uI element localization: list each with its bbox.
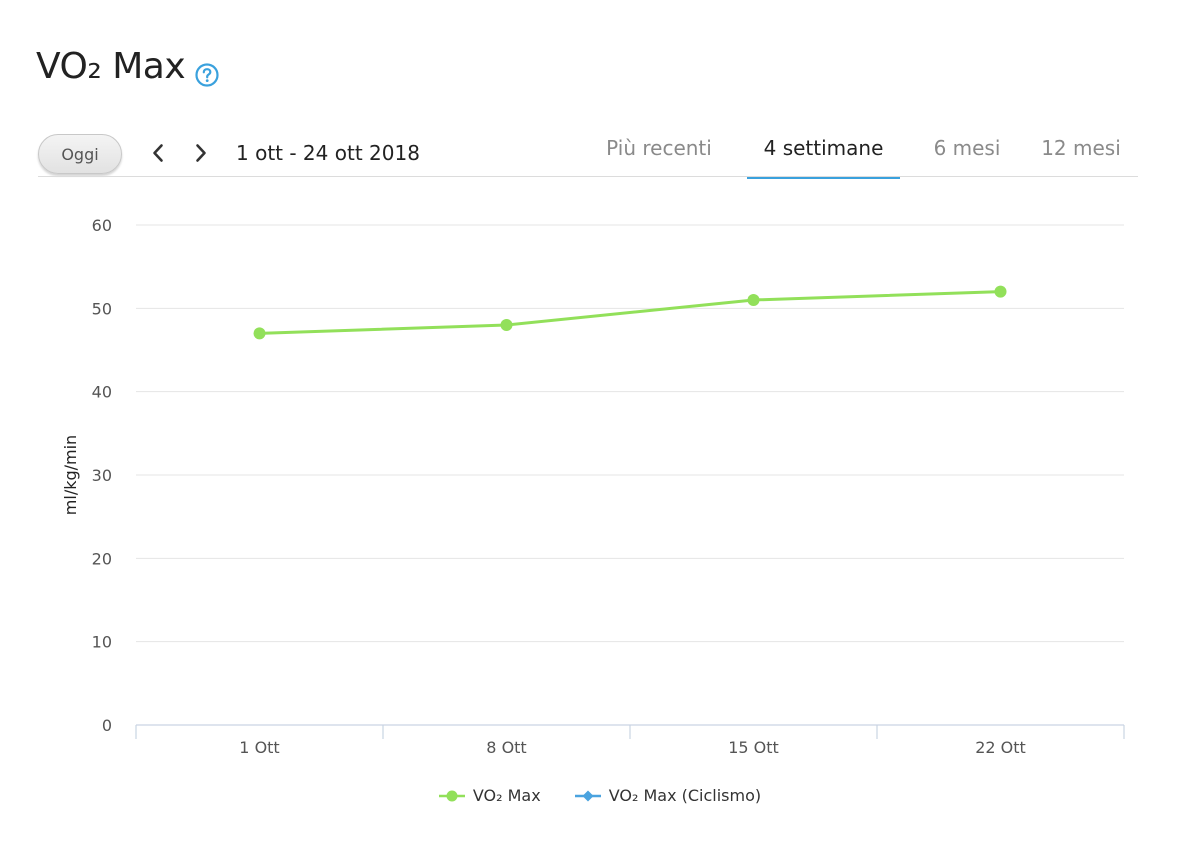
data-point-vo2 <box>500 319 513 331</box>
x-tick-label: 22 Ott <box>975 738 1026 757</box>
tab-6-months[interactable]: 6 mesi <box>933 136 1001 160</box>
data-point-vo2 <box>747 294 760 306</box>
tab-4-weeks[interactable]: 4 settimane <box>747 136 900 179</box>
legend-line-circle-icon <box>438 790 465 801</box>
y-tick-label: 60 <box>92 216 112 235</box>
legend-label-cycling: VO₂ Max (Ciclismo) <box>608 786 762 805</box>
data-point-vo2 <box>994 285 1007 298</box>
y-tick-label: 50 <box>92 299 112 318</box>
x-tick-label: 8 Ott <box>486 738 526 757</box>
y-tick-label: 40 <box>92 383 112 402</box>
y-tick-label: 30 <box>92 466 112 485</box>
data-point-vo2 <box>253 327 266 340</box>
y-tick-label: 0 <box>102 716 112 735</box>
tab-12-months[interactable]: 12 mesi <box>1041 136 1121 160</box>
vo2-chart: 0 10 20 30 40 50 60 1 Ott 8 Ott 15 Ott 22 Ott ml/kg… <box>61 216 1125 757</box>
chevron-left-icon[interactable] <box>147 140 169 166</box>
y-tick-label: 10 <box>92 633 112 652</box>
legend-item-cycling[interactable]: VO₂ Max (Ciclismo) <box>574 786 762 805</box>
question-circle-icon[interactable] <box>195 55 219 87</box>
date-range: 1 ott - 24 ott 2018 <box>236 141 420 165</box>
x-tick-label: 15 Ott <box>728 738 779 757</box>
page-title: VO₂ Max <box>36 46 219 87</box>
tab-recent[interactable]: Più recenti <box>606 136 712 160</box>
chevron-right-icon[interactable] <box>190 140 212 166</box>
x-tick-label: 1 Ott <box>239 738 279 757</box>
page-title-text: VO₂ Max <box>36 46 186 87</box>
chart-legend: VO₂ Max VO₂ Max (Ciclismo) <box>0 786 1200 805</box>
legend-line-diamond-icon <box>574 790 601 801</box>
y-axis-label: ml/kg/min <box>61 435 80 515</box>
y-tick-label: 20 <box>92 549 112 568</box>
series-line-vo2 <box>259 290 1001 335</box>
range-tabs: Più recenti 4 settimane 6 mesi 12 mesi <box>0 136 1200 180</box>
tabs-divider <box>38 176 1138 177</box>
legend-label-vo2: VO₂ Max <box>472 786 541 805</box>
today-button[interactable]: Oggi <box>38 134 122 174</box>
legend-item-vo2[interactable]: VO₂ Max <box>438 786 541 805</box>
